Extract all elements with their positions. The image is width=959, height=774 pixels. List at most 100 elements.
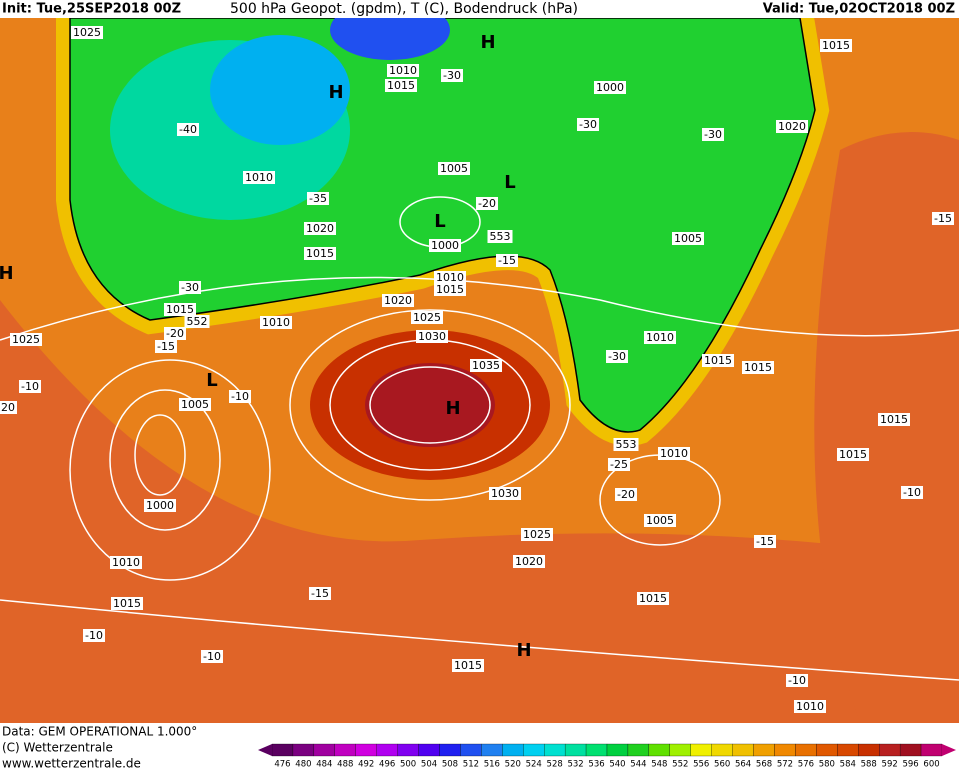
- label-box: [71, 26, 103, 39]
- legend-swatch: [292, 743, 315, 757]
- contour-label: 1010: [796, 700, 824, 713]
- contour-label: -10: [21, 380, 39, 393]
- label-box: [260, 316, 292, 329]
- legend-label: 484: [316, 760, 332, 770]
- legend-label: 580: [819, 760, 835, 770]
- website: www.wetterzentrale.de: [2, 757, 141, 771]
- contour-label: -25: [610, 458, 628, 471]
- label-box: [470, 359, 502, 372]
- warm-area: [0, 300, 959, 723]
- pressure-center: H: [328, 82, 343, 103]
- legend-label: 480: [295, 760, 311, 770]
- pressure-center: L: [504, 172, 515, 193]
- label-box: [496, 254, 518, 267]
- ridge-core: [365, 363, 495, 447]
- label-box: [513, 555, 545, 568]
- legend-swatch: [502, 743, 524, 757]
- legend-swatch: [837, 743, 859, 757]
- label-box: [387, 64, 419, 77]
- label-box: [615, 488, 637, 501]
- legend-swatch: [774, 743, 796, 757]
- pressure-center: H: [516, 640, 531, 661]
- label-box: [754, 535, 776, 548]
- label-box: [606, 350, 628, 363]
- contour-label: 1025: [12, 333, 40, 346]
- map: [0, 0, 959, 723]
- contour-label: 1020: [384, 294, 412, 307]
- contour-label: 1015: [113, 597, 141, 610]
- contour-label: -10: [203, 650, 221, 663]
- label-box: [179, 281, 201, 294]
- label-box: [184, 315, 210, 328]
- contour-label: 1020: [515, 555, 543, 568]
- contour-label: -30: [704, 128, 722, 141]
- contour-label: 1015: [839, 448, 867, 461]
- pressure-center: L: [434, 211, 445, 232]
- label-box: [304, 247, 336, 260]
- legend-label: 488: [337, 760, 353, 770]
- contour-label: 1015: [166, 303, 194, 316]
- legend-swatch: [397, 743, 419, 757]
- contour-label: -15: [157, 340, 175, 353]
- label-box: [411, 311, 443, 324]
- pressure-center: L: [206, 370, 217, 391]
- label-box: [229, 390, 251, 403]
- legend-label: 552: [672, 760, 688, 770]
- legend-swatch: [585, 743, 608, 757]
- contour-label: 1025: [73, 26, 101, 39]
- contour-label: -10: [85, 629, 103, 642]
- legend-swatch: [627, 743, 650, 757]
- contour-label: 1020: [778, 120, 806, 133]
- legend-swatch: [753, 743, 775, 757]
- label-box: [164, 327, 186, 340]
- label-box: [577, 118, 599, 131]
- legend-swatch: [690, 743, 712, 757]
- legend-swatch: [271, 743, 294, 757]
- label-box: [644, 331, 676, 344]
- label-box: [10, 333, 42, 346]
- label-box: [382, 294, 414, 307]
- label-box: [820, 39, 852, 52]
- legend-label: 524: [526, 760, 542, 770]
- label-box: [438, 162, 470, 175]
- contour-label: 1010: [646, 331, 674, 344]
- contour-label: 1010: [660, 447, 688, 460]
- contour-label: -20: [617, 488, 635, 501]
- contour-label: -30: [579, 118, 597, 131]
- contour-label: 1035: [472, 359, 500, 372]
- data-source: Data: GEM OPERATIONAL 1.000°: [2, 725, 197, 739]
- legend-label: 560: [714, 760, 730, 770]
- contour-label: 1000: [431, 239, 459, 252]
- legend-label: 528: [547, 760, 563, 770]
- legend-swatch: [606, 743, 629, 757]
- contour-label: 1015: [639, 592, 667, 605]
- legend-swatch: [711, 743, 733, 757]
- legend-swatch: [460, 743, 482, 757]
- legend-label: 512: [463, 760, 479, 770]
- init-time: Init: Tue,25SEP2018 00Z: [2, 2, 181, 17]
- legend-label: 500: [400, 760, 416, 770]
- contour-label: -15: [311, 587, 329, 600]
- label-box: [613, 438, 639, 451]
- color-legend: 476 480 484 488 492 496 500 504 508 512 516 520 524 5…: [258, 743, 956, 770]
- legend-swatch: [564, 743, 587, 757]
- legend-swatch: [879, 743, 901, 757]
- legend-label: 496: [379, 760, 395, 770]
- contour-label: 553: [616, 438, 637, 451]
- legend-swatch: [816, 743, 838, 757]
- contour-label: 1015: [387, 79, 415, 92]
- contour-label: -10: [231, 390, 249, 403]
- label-box: [878, 413, 910, 426]
- pressure-center: H: [480, 32, 495, 53]
- contour-label: 1000: [146, 499, 174, 512]
- label-box: [177, 123, 199, 136]
- label-box: [837, 448, 869, 461]
- legend-swatch: [481, 743, 503, 757]
- contour-label: 1015: [744, 361, 772, 374]
- label-box: [487, 230, 513, 243]
- label-box: [658, 447, 690, 460]
- contour-label: -10: [788, 674, 806, 687]
- legend-label: 544: [630, 760, 646, 770]
- label-box: [932, 212, 954, 225]
